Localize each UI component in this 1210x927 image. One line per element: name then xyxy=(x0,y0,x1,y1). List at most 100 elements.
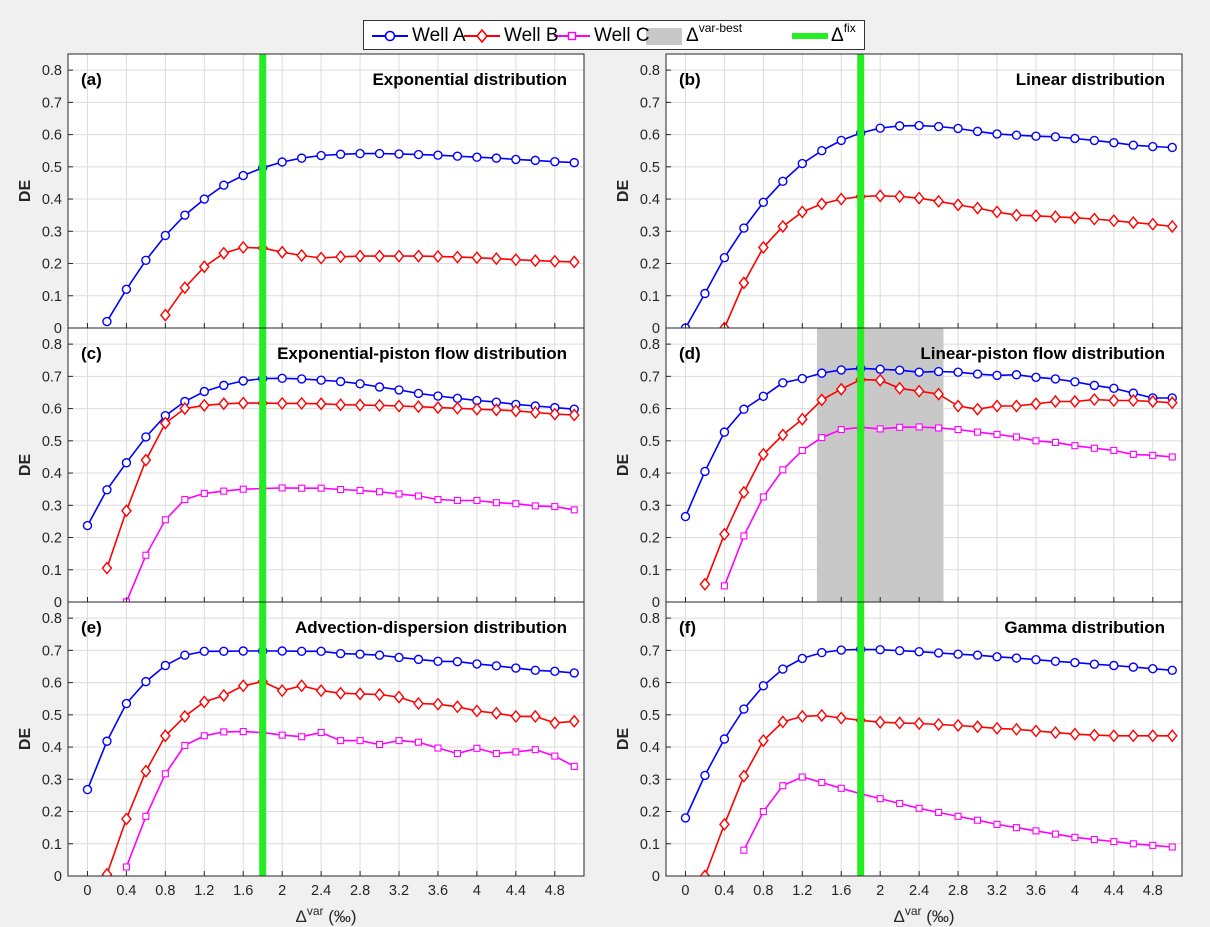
data-point-well-c xyxy=(818,778,826,787)
data-point-well-a xyxy=(933,366,944,377)
data-point-well-c xyxy=(1110,446,1118,455)
data-point-well-b xyxy=(991,399,1003,413)
data-point-well-a xyxy=(82,784,93,795)
data-point-well-a xyxy=(569,157,579,168)
y-tick-label: 0.4 xyxy=(42,740,62,756)
data-point-well-b xyxy=(913,716,925,731)
y-tick-label: 0.6 xyxy=(42,676,62,692)
chart-panel-1: 0 0.1 0.2 0.3 0.4 0.5 0.6 0.7 0.8 DE (a) Exponentia… xyxy=(17,53,585,337)
data-point-well-a xyxy=(355,379,365,389)
data-point-well-b xyxy=(121,812,132,826)
data-point-well-b xyxy=(452,700,463,714)
data-point-well-b xyxy=(432,249,444,264)
x-tick-label: 2 xyxy=(278,883,286,899)
series-well-a xyxy=(680,644,1177,823)
data-point-well-a xyxy=(491,661,502,671)
data-point-well-a xyxy=(875,123,885,133)
series-well-c xyxy=(122,728,578,871)
data-point-well-b xyxy=(719,817,730,832)
data-point-well-b xyxy=(1030,397,1042,411)
data-point-well-b xyxy=(738,276,750,290)
data-point-well-a xyxy=(1050,132,1061,142)
data-point-well-b xyxy=(757,447,769,461)
data-point-well-b xyxy=(777,219,789,234)
data-point-well-b xyxy=(991,205,1003,219)
y-tick-label: 0.7 xyxy=(640,369,660,385)
data-point-well-a xyxy=(394,149,404,159)
data-point-well-c xyxy=(239,728,247,736)
data-point-well-c xyxy=(1149,841,1157,849)
series-well-a xyxy=(680,120,1177,328)
data-point-well-c xyxy=(798,773,806,781)
data-point-well-c xyxy=(531,502,539,510)
y-tick-label: 0.2 xyxy=(42,257,62,273)
data-point-well-b xyxy=(490,252,502,266)
y-tick-label: 0.3 xyxy=(640,224,660,240)
data-point-well-b xyxy=(972,720,983,734)
data-point-well-b xyxy=(874,189,886,203)
data-point-well-c xyxy=(818,434,826,442)
data-point-well-b xyxy=(101,867,113,876)
data-point-well-a xyxy=(316,150,326,161)
data-point-well-c xyxy=(798,446,806,455)
data-point-well-a xyxy=(511,154,521,165)
data-point-well-a xyxy=(511,663,521,673)
data-point-well-b xyxy=(777,715,789,729)
data-point-well-a xyxy=(1128,662,1139,672)
data-point-well-b xyxy=(1127,393,1139,408)
data-point-well-b xyxy=(471,402,483,416)
data-point-well-b xyxy=(159,308,171,322)
data-point-well-c xyxy=(434,744,442,752)
data-point-well-b xyxy=(529,709,541,724)
data-point-well-a xyxy=(530,155,541,166)
data-point-well-a xyxy=(316,646,326,657)
y-axis-label: DE xyxy=(17,728,34,751)
data-point-well-a xyxy=(277,373,287,383)
data-point-well-b xyxy=(1050,394,1061,409)
fix-line xyxy=(857,602,865,876)
x-tick-label: 4 xyxy=(1071,883,1079,899)
data-point-well-c xyxy=(1110,837,1118,846)
data-point-well-b xyxy=(549,254,561,268)
y-tick-label: 0 xyxy=(54,869,62,885)
y-axis-label: DE xyxy=(615,454,632,477)
data-point-well-b xyxy=(237,396,249,410)
data-point-well-b xyxy=(1011,208,1022,222)
data-point-well-a xyxy=(296,153,307,163)
y-tick-label: 0.8 xyxy=(640,611,660,627)
data-point-well-b xyxy=(1050,210,1061,224)
data-point-well-b xyxy=(816,197,828,211)
data-point-well-c xyxy=(278,731,286,739)
data-point-well-b xyxy=(1108,729,1120,743)
data-point-well-b xyxy=(296,679,308,693)
data-point-well-c xyxy=(298,484,306,492)
data-point-well-a xyxy=(102,485,112,495)
data-point-well-b xyxy=(1088,728,1100,742)
data-point-well-a xyxy=(530,665,541,676)
data-point-well-b xyxy=(159,416,171,430)
y-tick-label: 0.6 xyxy=(42,402,62,418)
data-point-well-b xyxy=(1069,211,1081,225)
data-point-well-c xyxy=(512,748,520,756)
data-point-well-a xyxy=(719,253,730,263)
series-line-well-b xyxy=(164,246,575,316)
data-point-well-a xyxy=(141,255,151,266)
data-point-well-a xyxy=(972,369,983,379)
data-point-well-b xyxy=(198,260,210,274)
data-point-well-c xyxy=(337,737,345,745)
y-tick-label: 0.4 xyxy=(42,192,62,208)
data-point-well-c xyxy=(356,486,364,495)
data-point-well-c xyxy=(915,804,923,812)
fix-line xyxy=(259,54,267,328)
chart-panel-2: 0 0.1 0.2 0.3 0.4 0.5 0.6 0.7 0.8 DE (b) Linear dis… xyxy=(615,53,1183,337)
data-point-well-a xyxy=(992,370,1002,381)
data-point-well-c xyxy=(200,732,208,740)
y-tick-label: 0.4 xyxy=(640,192,660,208)
x-tick-label: 3.2 xyxy=(987,883,1007,899)
data-point-well-c xyxy=(954,425,962,434)
data-point-well-b xyxy=(315,684,327,698)
data-point-well-c xyxy=(200,489,208,497)
data-point-well-b xyxy=(1166,219,1178,234)
series-well-c xyxy=(740,773,1176,854)
x-tick-label: 1.6 xyxy=(831,883,851,899)
